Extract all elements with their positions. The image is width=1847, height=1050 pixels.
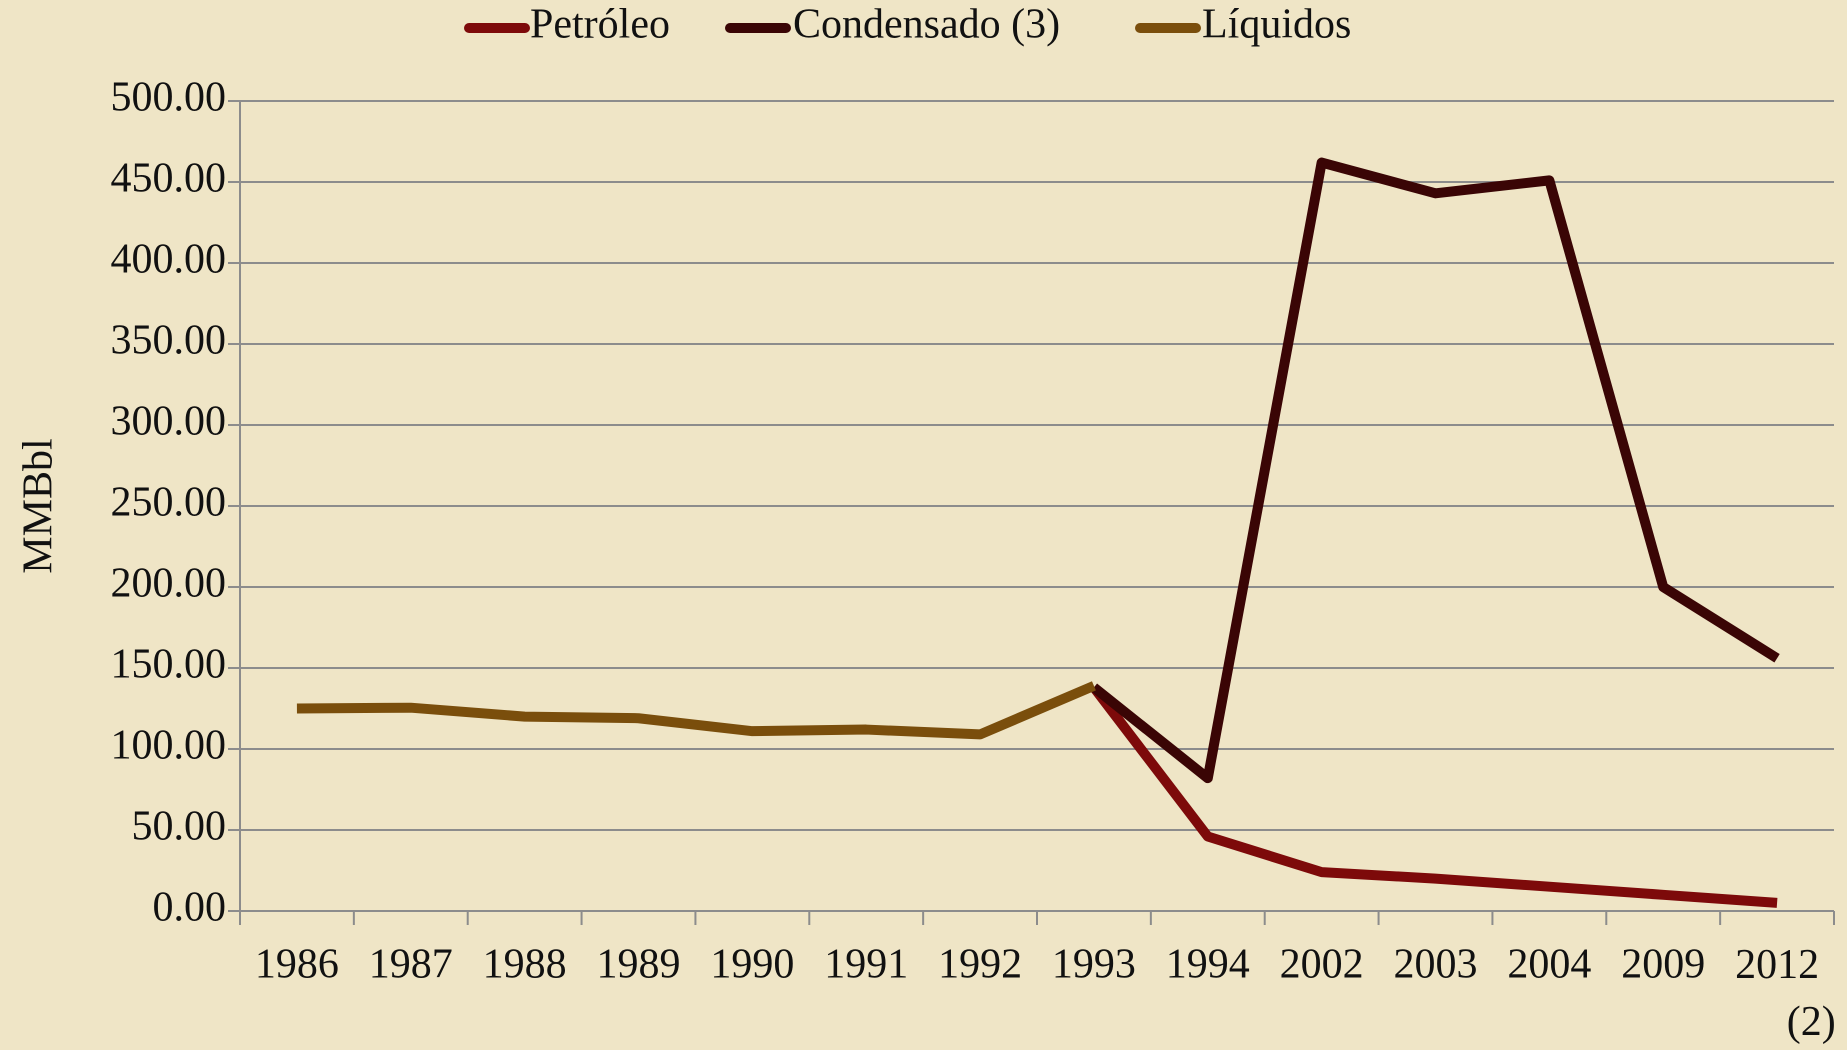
y-tick-label: 350.00 xyxy=(111,318,227,364)
x-tick-label: 2009 xyxy=(1621,942,1705,988)
legend-label: Condensado (3) xyxy=(793,2,1060,48)
legend-label: Líquidos xyxy=(1202,2,1351,48)
x-tick-label: 1990 xyxy=(710,942,794,988)
legend-label: Petróleo xyxy=(530,2,670,48)
x-tick-label: 1987 xyxy=(369,942,453,988)
x-tick-label: 2012 (2) xyxy=(1735,942,1836,1045)
x-tick-label: 1994 xyxy=(1166,942,1250,988)
y-tick-label: 400.00 xyxy=(111,237,227,283)
y-tick-label: 150.00 xyxy=(111,642,227,688)
x-tick-label: 2003 xyxy=(1394,942,1478,988)
y-axis-label: MMBbl xyxy=(16,438,62,573)
series-line xyxy=(1089,684,1778,908)
x-tick-label: 1992 xyxy=(938,942,1022,988)
y-tick-label: 50.00 xyxy=(132,804,227,850)
x-tick-label: 2004 xyxy=(1507,942,1591,988)
x-tick-label: 1988 xyxy=(483,942,567,988)
y-tick-label: 0.00 xyxy=(153,885,227,931)
y-tick-label: 100.00 xyxy=(111,723,227,769)
y-tick-label: 450.00 xyxy=(111,156,227,202)
x-tick-label: 1993 xyxy=(1052,942,1136,988)
x-tick-label: 2002 xyxy=(1280,942,1364,988)
y-tick-label: 250.00 xyxy=(111,480,227,526)
series-line xyxy=(296,681,1096,740)
y-tick-label: 500.00 xyxy=(111,75,227,121)
series-line xyxy=(1090,157,1780,784)
x-tick-label: 1991 xyxy=(824,942,908,988)
x-tick-label: 1989 xyxy=(597,942,681,988)
x-tick-label: 1986 xyxy=(255,942,339,988)
y-tick-label: 300.00 xyxy=(111,399,227,445)
y-tick-label: 200.00 xyxy=(111,561,227,607)
